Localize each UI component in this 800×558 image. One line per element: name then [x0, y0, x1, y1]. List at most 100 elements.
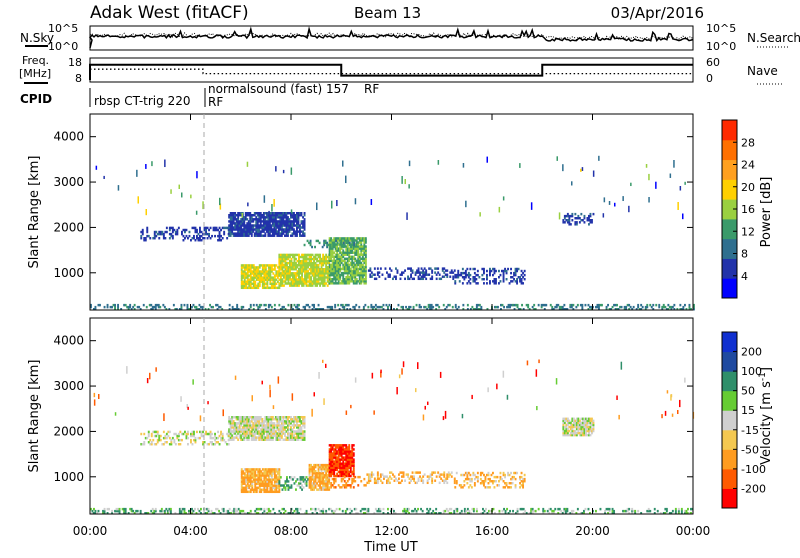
velocity-cell	[524, 478, 526, 480]
power-cell	[478, 276, 480, 278]
velocity-cell	[354, 476, 356, 478]
power-cell	[334, 244, 336, 246]
power-cell	[593, 213, 595, 215]
power-speck	[582, 167, 584, 171]
power-cell	[452, 278, 454, 280]
power-cell	[365, 256, 367, 258]
velocity-cell	[263, 508, 265, 510]
power-cell	[507, 268, 509, 270]
velocity-cell	[220, 431, 222, 433]
velocity-cell	[424, 473, 426, 475]
power-cell	[164, 306, 166, 308]
velocity-cell	[504, 474, 506, 476]
velocity-cell	[477, 480, 479, 482]
velocity-cell	[387, 508, 389, 510]
velocity-cell	[306, 476, 308, 478]
beam-label: Beam 13	[354, 4, 421, 22]
power-cell	[383, 304, 385, 306]
velocity-cell	[297, 508, 299, 510]
power-cell	[503, 272, 505, 274]
velocity-cell	[166, 437, 168, 439]
velocity-cell	[236, 434, 238, 436]
velocity-cell	[348, 446, 350, 448]
power-cell	[449, 304, 451, 306]
power-colorbar-tick-label: 4	[741, 270, 748, 283]
power-cell	[380, 267, 382, 269]
power-cell	[571, 213, 573, 215]
power-cell	[325, 254, 327, 256]
power-cell	[404, 269, 406, 271]
power-cell	[443, 304, 445, 306]
velocity-cell	[306, 484, 308, 486]
power-cell	[271, 306, 273, 308]
velocity-cell	[524, 474, 526, 476]
velocity-cell	[167, 435, 169, 437]
power-speck	[371, 199, 373, 205]
power-cell	[518, 268, 520, 270]
power-cell	[237, 216, 239, 218]
power-cell	[211, 235, 213, 237]
velocity-cell	[223, 439, 225, 441]
power-cell	[425, 306, 427, 308]
power-cell	[652, 304, 654, 306]
velocity-cell	[353, 444, 355, 446]
power-cell	[355, 304, 357, 306]
power-cell	[495, 278, 497, 280]
velocity-cell	[250, 510, 252, 512]
velocity-cell	[248, 439, 250, 441]
power-cell	[498, 276, 500, 278]
power-cell	[517, 304, 519, 306]
power-cell	[584, 221, 586, 223]
power-cell	[243, 220, 245, 222]
velocity-cell	[500, 472, 502, 474]
velocity-cell	[516, 472, 518, 474]
power-speck	[275, 166, 277, 171]
power-speck	[405, 179, 407, 184]
power-cell	[425, 278, 427, 280]
velocity-cell	[439, 482, 441, 484]
power-cell	[259, 283, 261, 285]
velocity-cell	[149, 439, 151, 441]
power-cell	[304, 212, 306, 214]
power-cell	[323, 244, 325, 246]
power-cell	[324, 284, 326, 286]
velocity-cell	[419, 475, 421, 477]
velocity-cell	[522, 484, 524, 486]
power-cell	[477, 270, 479, 272]
power-speck	[648, 197, 650, 203]
freq-step-line	[90, 65, 693, 80]
power-cell	[298, 284, 300, 286]
velocity-cell	[495, 480, 497, 482]
velocity-cell	[451, 471, 453, 473]
power-cell	[216, 227, 218, 229]
velocity-cell	[204, 441, 206, 443]
date-label: 03/Apr/2016	[611, 4, 704, 22]
power-cell	[184, 237, 186, 239]
velocity-cell	[342, 510, 344, 512]
velocity-cell	[336, 508, 338, 510]
velocity-cell	[360, 480, 362, 482]
power-cell	[337, 304, 339, 306]
velocity-cell	[443, 482, 445, 484]
power-cell	[265, 304, 267, 306]
velocity-cell	[350, 475, 352, 477]
velocity-cell	[190, 439, 192, 441]
velocity-cell	[184, 508, 186, 510]
power-cell	[146, 229, 148, 231]
power-cell	[155, 231, 157, 233]
velocity-cell	[377, 482, 379, 484]
velocity-cell	[469, 474, 471, 476]
power-speck	[682, 214, 684, 220]
velocity-cell	[413, 475, 415, 477]
power-speck	[181, 193, 183, 198]
power-cell	[365, 241, 367, 243]
velocity-cell	[348, 478, 350, 480]
power-cell	[301, 274, 303, 276]
velocity-cell	[471, 478, 473, 480]
velocity-cell	[243, 439, 245, 441]
power-cell	[142, 229, 144, 231]
velocity-cell	[297, 478, 299, 480]
velocity-cell	[195, 437, 197, 439]
power-cell	[475, 278, 477, 280]
power-speck	[479, 212, 481, 216]
